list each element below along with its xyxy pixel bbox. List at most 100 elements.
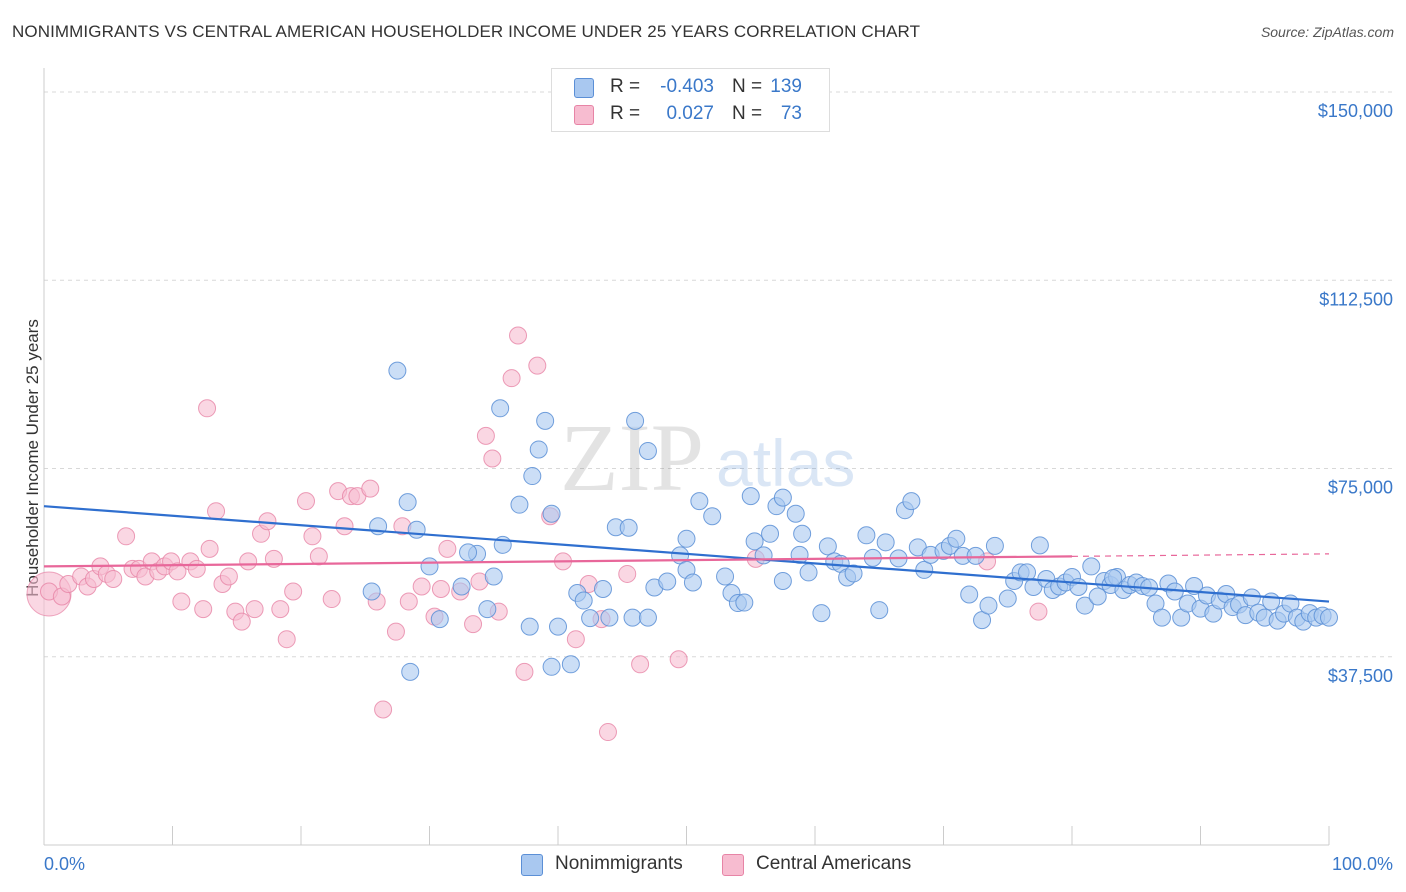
nonimmigrants-point xyxy=(574,591,593,610)
nonimmigrants-point xyxy=(754,546,773,565)
nonimmigrants-point xyxy=(998,589,1017,608)
nonimmigrants-point xyxy=(619,518,638,537)
central-americans-point xyxy=(271,600,290,619)
central-americans-point xyxy=(187,559,206,578)
n-label: N = xyxy=(732,76,763,97)
nonimmigrants-point xyxy=(1082,557,1101,576)
nonimmigrants-point xyxy=(581,609,600,628)
nonimmigrants-point xyxy=(398,493,417,512)
watermark-atlas: atlas xyxy=(716,426,855,500)
nonimmigrants-point xyxy=(510,495,529,514)
nonimmigrants-points xyxy=(362,361,1338,681)
nonimmigrants-point xyxy=(979,596,998,615)
x-tick-label-min: 0.0% xyxy=(44,854,85,874)
nonimmigrants-point xyxy=(484,567,503,586)
nonimmigrants-point xyxy=(1030,536,1049,555)
nonimmigrants-point xyxy=(793,524,812,543)
y-tick-label: $150,000 xyxy=(1318,101,1393,121)
central-americans-point xyxy=(239,552,258,571)
y-axis-labels: $37,500 $75,000 $112,500 $150,000 xyxy=(1318,101,1393,686)
nonimmigrants-point xyxy=(902,492,921,511)
central-americans-point xyxy=(200,539,219,558)
nonimmigrants-point xyxy=(870,601,889,620)
nonimmigrants-point xyxy=(761,524,780,543)
central-americans-point xyxy=(194,600,213,619)
nonimmigrants-point xyxy=(773,571,792,590)
n-value: 139 xyxy=(770,76,802,97)
nonimmigrants-point xyxy=(1320,608,1338,627)
nonimmigrants-point xyxy=(915,560,934,579)
nonimmigrants-point xyxy=(491,399,510,418)
nonimmigrants-point xyxy=(947,529,966,548)
legend-swatch-pink xyxy=(722,854,744,876)
nonimmigrants-point xyxy=(786,504,805,523)
y-tick-label: $75,000 xyxy=(1328,478,1393,498)
nonimmigrants-point xyxy=(529,440,548,459)
nonimmigrants-point xyxy=(735,593,754,612)
watermark: ZIP atlas xyxy=(560,404,855,511)
central-americans-point xyxy=(277,630,296,649)
nonimmigrants-point xyxy=(549,617,567,636)
nonimmigrants-point xyxy=(876,533,895,552)
nonimmigrants-point xyxy=(812,604,831,623)
r-label: R = xyxy=(610,103,641,124)
central-americans-point xyxy=(509,326,528,345)
central-americans-point xyxy=(476,426,495,445)
central-americans-point xyxy=(386,622,405,641)
nonimmigrants-point xyxy=(966,546,985,565)
nonimmigrants-point xyxy=(536,411,555,430)
legend-swatch-pink xyxy=(574,105,594,125)
central-americans-point xyxy=(322,590,341,609)
central-americans-point xyxy=(464,615,483,634)
central-americans-point xyxy=(104,569,123,588)
nonimmigrants-point xyxy=(401,662,420,681)
legend-label: Central Americans xyxy=(756,853,912,874)
correlation-legend: R = -0.403 N = 139 R = 0.027 N = 73 xyxy=(551,68,830,132)
trend-lines xyxy=(43,505,1330,603)
central-americans-point xyxy=(168,562,187,581)
source-label: Source: ZipAtlas.com xyxy=(1260,24,1394,40)
nonimmigrants-point xyxy=(593,580,612,598)
central-americans-point xyxy=(566,630,585,649)
nonimmigrants-point xyxy=(818,537,837,556)
nonimmigrants-point xyxy=(600,608,619,627)
nonimmigrants-point xyxy=(542,657,561,676)
nonimmigrants-point xyxy=(452,577,471,596)
nonimmigrants-point xyxy=(741,487,760,506)
legend-label: Nonimmigrants xyxy=(555,853,683,874)
central-americans-point xyxy=(219,567,238,586)
nonimmigrants-point xyxy=(1242,588,1261,607)
y-tick-label: $37,500 xyxy=(1328,666,1393,686)
central-americans-point xyxy=(335,517,354,536)
nonimmigrants-point xyxy=(1262,592,1281,611)
nonimmigrants-point xyxy=(799,563,818,582)
nonimmigrants-point xyxy=(683,573,702,592)
central-americans-point xyxy=(303,527,322,546)
legend-row-nonimmigrants: R = -0.403 N = 139 xyxy=(552,74,829,100)
nonimmigrants-point xyxy=(638,441,657,460)
central-americans-trend-line xyxy=(43,555,1073,568)
central-americans-point xyxy=(232,612,251,631)
central-americans-point xyxy=(207,502,226,521)
nonimmigrants-point xyxy=(478,600,497,619)
nonimmigrants-point xyxy=(658,572,677,591)
central-americans-point xyxy=(631,655,650,674)
nonimmigrants-point xyxy=(523,467,542,486)
central-americans-point xyxy=(172,592,191,611)
nonimmigrants-point xyxy=(542,504,561,523)
nonimmigrants-point xyxy=(703,507,722,526)
nonimmigrants-point xyxy=(420,557,439,576)
central-americans-point xyxy=(198,399,217,418)
axes xyxy=(43,68,1330,846)
legend-swatch-blue xyxy=(574,78,594,98)
central-americans-point xyxy=(117,527,136,546)
central-americans-point xyxy=(309,547,328,566)
nonimmigrants-point xyxy=(1088,587,1107,606)
central-americans-point xyxy=(412,577,431,596)
central-americans-trend-extension xyxy=(1071,553,1330,557)
x-axis-labels: 0.0% 100.0% xyxy=(44,854,1393,874)
central-americans-point xyxy=(618,564,637,583)
n-label: N = xyxy=(732,103,763,124)
nonimmigrants-point xyxy=(690,492,709,511)
central-americans-point xyxy=(502,369,521,388)
